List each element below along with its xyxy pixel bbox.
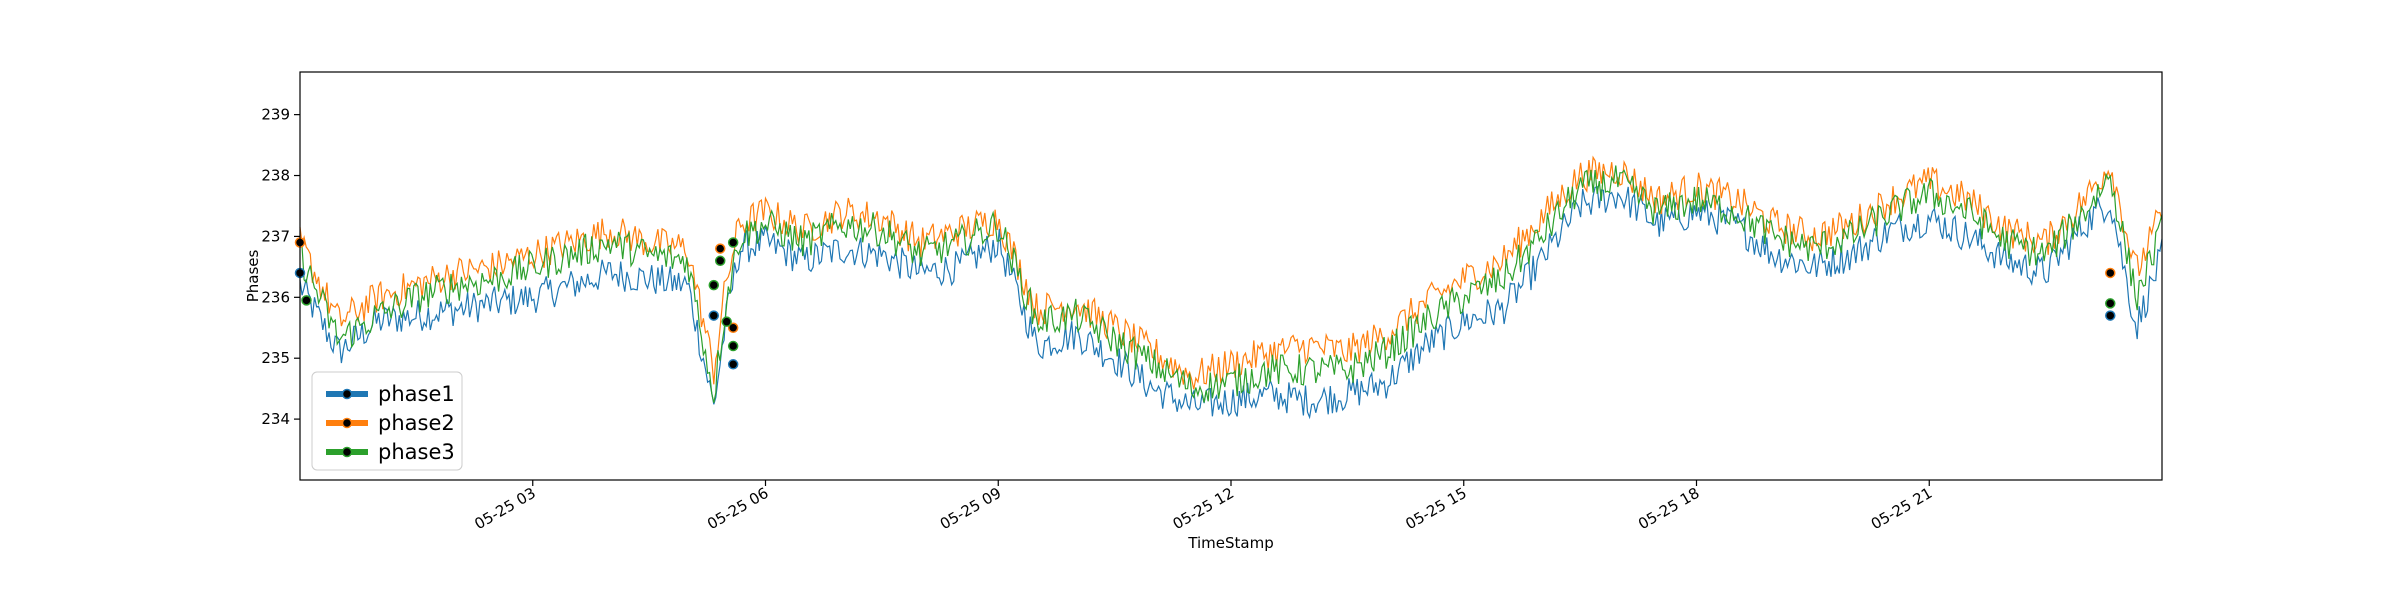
x-axis-label: TimeStamp bbox=[1187, 534, 1273, 552]
plot-frame bbox=[299, 71, 2163, 481]
marker-phase2 bbox=[714, 243, 726, 254]
y-axis-label: Phases bbox=[244, 250, 262, 303]
legend-marker-phase1 bbox=[341, 388, 353, 400]
marker-phase3 bbox=[714, 255, 726, 267]
legend-label-phase2: phase2 bbox=[378, 411, 455, 435]
series-layer bbox=[299, 155, 2163, 420]
marker-phase3 bbox=[727, 340, 739, 352]
legend-label-phase1: phase1 bbox=[378, 382, 455, 406]
legend-label-phase3: phase3 bbox=[378, 440, 455, 464]
x-tick-label: 05-25 03 bbox=[471, 484, 538, 533]
x-tick-label: 05-25 09 bbox=[937, 484, 1004, 533]
y-tick-label: 235 bbox=[261, 349, 290, 367]
marker-phase2 bbox=[727, 322, 739, 334]
legend-marker-phase2 bbox=[341, 417, 353, 429]
x-tick-label: 05-25 18 bbox=[1635, 484, 1702, 533]
series-line-phase3 bbox=[299, 165, 2163, 403]
series-line-phase1 bbox=[299, 185, 2163, 420]
marker-phase1 bbox=[727, 359, 739, 370]
y-tick-label: 234 bbox=[261, 410, 290, 428]
x-tick-label: 05-25 12 bbox=[1170, 484, 1237, 533]
marker-phase3 bbox=[2105, 298, 2116, 309]
y-tick-label: 238 bbox=[261, 167, 290, 185]
y-tick-label: 237 bbox=[261, 227, 290, 245]
marker-phase3 bbox=[708, 279, 720, 291]
marker-phase3 bbox=[721, 316, 732, 327]
y-axis-ticks: 234 235 236 237 238 239 bbox=[261, 106, 300, 428]
x-tick-label: 05-25 21 bbox=[1868, 484, 1935, 533]
marker-phase1 bbox=[2105, 310, 2116, 321]
legend-marker-phase3 bbox=[341, 446, 353, 458]
x-tick-label: 05-25 15 bbox=[1402, 484, 1469, 533]
series-line-phase2 bbox=[299, 155, 2163, 390]
marker-layer bbox=[294, 237, 2116, 370]
marker-phase3 bbox=[727, 237, 739, 248]
marker-phase1 bbox=[708, 310, 720, 321]
x-axis-ticks: 05-25 03 05-25 06 05-25 09 05-25 12 05-25 15… bbox=[471, 480, 1935, 533]
y-tick-label: 239 bbox=[261, 106, 290, 124]
y-tick-label: 236 bbox=[261, 288, 290, 306]
marker-phase3 bbox=[301, 295, 312, 306]
legend: phase1 phase2 phase3 bbox=[311, 371, 463, 471]
marker-phase2 bbox=[2105, 267, 2116, 279]
x-tick-label: 05-25 06 bbox=[704, 484, 771, 533]
